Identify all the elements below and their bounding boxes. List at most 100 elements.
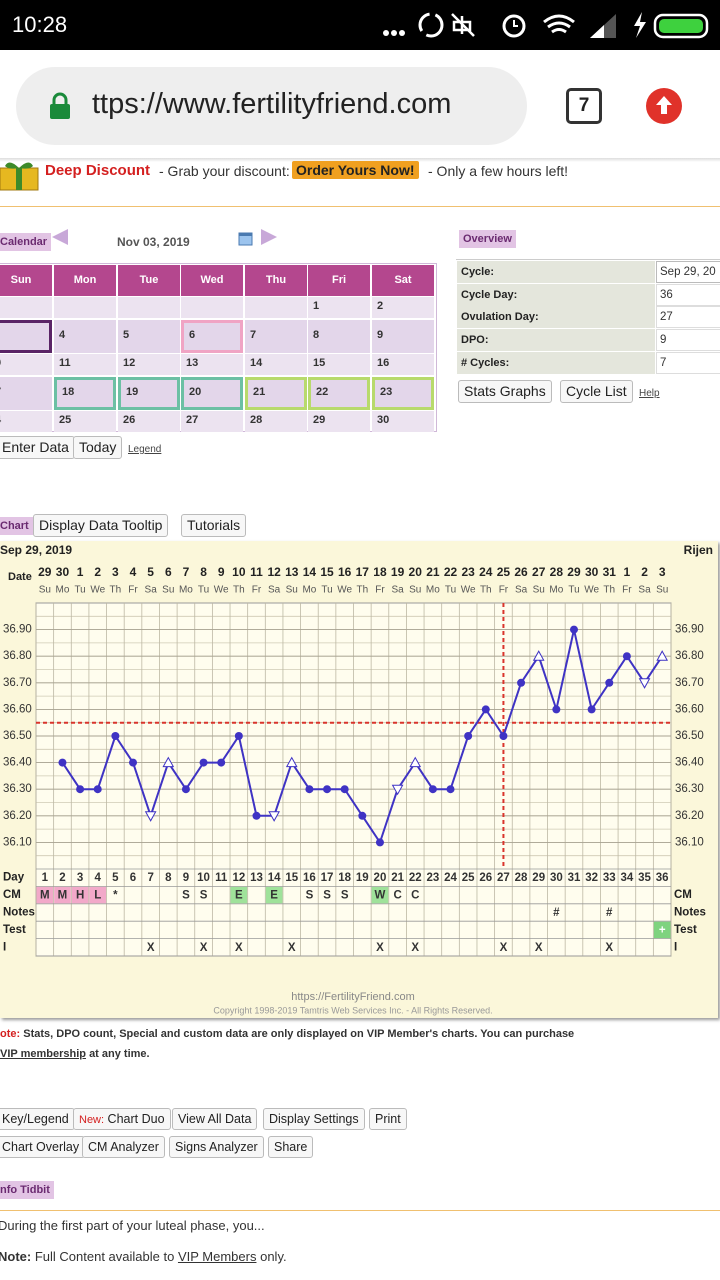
date-label: 16 (338, 565, 352, 579)
update-button[interactable] (645, 87, 683, 125)
temperature-point (409, 756, 422, 768)
overview-tab[interactable]: Overview (459, 230, 516, 248)
calendar-day[interactable] (0, 319, 52, 353)
calendar-day[interactable] (181, 297, 243, 318)
calendar-day[interactable]: 15 (308, 354, 370, 375)
date-label: 25 (497, 565, 511, 579)
calendar-day[interactable]: 0 (0, 354, 52, 375)
calendar-day[interactable] (54, 297, 116, 318)
tooltip-button[interactable]: Display Data Tooltip (33, 514, 169, 537)
enter-data-button[interactable]: Enter Data (0, 436, 75, 459)
overview-label: Cycle: (457, 261, 655, 283)
cm-analyzer-button[interactable]: CM Analyzer (82, 1136, 165, 1158)
temperature-point (569, 625, 578, 634)
calendar-day[interactable] (118, 297, 180, 318)
calendar-day[interactable]: 8 (308, 319, 370, 353)
order-button[interactable]: Order Yours Now! (292, 161, 419, 179)
row-label-right: CM (674, 889, 692, 901)
weekday-label: We (584, 585, 599, 596)
temperature-point (517, 678, 526, 687)
categories-cell: 33 (603, 872, 616, 884)
calendar-day[interactable] (245, 297, 307, 318)
cycle-list-button[interactable]: Cycle List (560, 380, 633, 403)
calendar-day[interactable]: 6 (181, 319, 243, 353)
calendar-day[interactable]: 2 (372, 297, 434, 318)
next-month[interactable] (259, 228, 279, 246)
y-tick-label-right: 36.80 (675, 650, 704, 662)
calendar-day[interactable]: 1 (308, 297, 370, 318)
calendar-icon[interactable] (238, 230, 254, 246)
chart-tab[interactable]: Chart (0, 517, 33, 535)
date-label: 14 (303, 565, 317, 579)
tab-count[interactable]: 7 (566, 88, 602, 124)
calendar-day[interactable]: 4 (54, 319, 116, 353)
today-button[interactable]: Today (73, 436, 123, 459)
calendar-day[interactable]: 25 (54, 411, 116, 432)
url[interactable]: ttps://www.fertilityfriend.com (92, 88, 452, 120)
signs-analyzer-button[interactable]: Signs Analyzer (169, 1136, 264, 1158)
cm-cell: S (182, 890, 190, 902)
temperature-point (111, 732, 120, 740)
categories-cell: 29 (532, 872, 545, 884)
address-bar[interactable] (16, 67, 527, 145)
calendar-day[interactable]: 9 (372, 319, 434, 353)
calendar-day[interactable]: 22 (308, 376, 370, 410)
calendar-day[interactable]: 19 (118, 376, 180, 410)
temperature-point (638, 678, 651, 689)
categories-cell: 6 (130, 872, 136, 884)
prev-month[interactable] (50, 228, 70, 246)
y-tick-label-right: 36.70 (675, 677, 704, 689)
calendar-day[interactable]: 23 (372, 376, 434, 410)
calendar-day[interactable]: 5 (118, 319, 180, 353)
calendar-day[interactable]: 16 (372, 354, 434, 375)
calendar-day[interactable]: 7 (0, 376, 52, 410)
calendar-day[interactable]: 21 (245, 376, 307, 410)
stats-graphs-button[interactable]: Stats Graphs (458, 380, 552, 403)
calendar-day[interactable]: 7 (245, 319, 307, 353)
cell-fill (230, 886, 248, 904)
temperature-point (499, 732, 508, 740)
calendar-day[interactable]: 18 (54, 376, 116, 410)
share-button[interactable]: Share (268, 1136, 314, 1158)
calendar-day[interactable]: 29 (308, 411, 370, 432)
calendar-day[interactable]: 11 (54, 354, 116, 375)
overview-frame (456, 259, 720, 376)
cell-fill (54, 886, 71, 904)
cm-cell: * (113, 890, 118, 902)
categories-cell: 13 (250, 872, 263, 884)
print-button[interactable]: Print (369, 1108, 407, 1130)
calendar-day[interactable]: 13 (181, 354, 243, 375)
legend-link[interactable]: Legend (128, 444, 162, 455)
temperature-point (656, 650, 669, 661)
vip-link[interactable]: VIP membership (0, 1048, 86, 1060)
display-settings-button[interactable]: Display Settings (263, 1108, 365, 1130)
weekday-label: Th (110, 585, 122, 596)
overview-label: Ovulation Day: (457, 306, 655, 329)
calendar-day[interactable]: 30 (372, 411, 434, 432)
tutorials-button[interactable]: Tutorials (181, 514, 247, 537)
calendar-day[interactable]: 12 (118, 354, 180, 375)
date-label: 2 (94, 565, 101, 579)
help-link[interactable]: Help (639, 388, 660, 399)
vip-members-link[interactable]: VIP Members (177, 1249, 257, 1264)
chart-duo-button[interactable]: New: Chart Duo (73, 1108, 171, 1130)
temperature-point (375, 838, 384, 847)
chart-overlay-button[interactable]: Chart Overlay (0, 1136, 86, 1158)
calendar-day[interactable]: 4 (0, 411, 52, 432)
weekday-label: Su (533, 585, 545, 596)
date-label: 29 (567, 565, 581, 579)
y-tick-label: 36.10 (3, 836, 32, 848)
calendar-tab[interactable]: Calendar (0, 233, 52, 251)
weekday-label: Tu (198, 585, 209, 596)
key-legend-button[interactable]: Key/Legend (0, 1108, 75, 1130)
tidbit-tab: nfo Tidbit (0, 1181, 54, 1199)
weekday-header: Tue (118, 265, 180, 296)
calendar-day[interactable] (0, 297, 52, 318)
calendar-day[interactable]: 14 (245, 354, 307, 375)
calendar-day[interactable]: 26 (118, 411, 180, 432)
view-all-button[interactable]: View All Data (172, 1108, 258, 1130)
calendar-day[interactable]: 28 (245, 411, 307, 432)
calendar-day[interactable]: 27 (181, 411, 243, 432)
calendar-day[interactable]: 20 (181, 376, 243, 410)
weekday-label: Th (480, 585, 492, 596)
